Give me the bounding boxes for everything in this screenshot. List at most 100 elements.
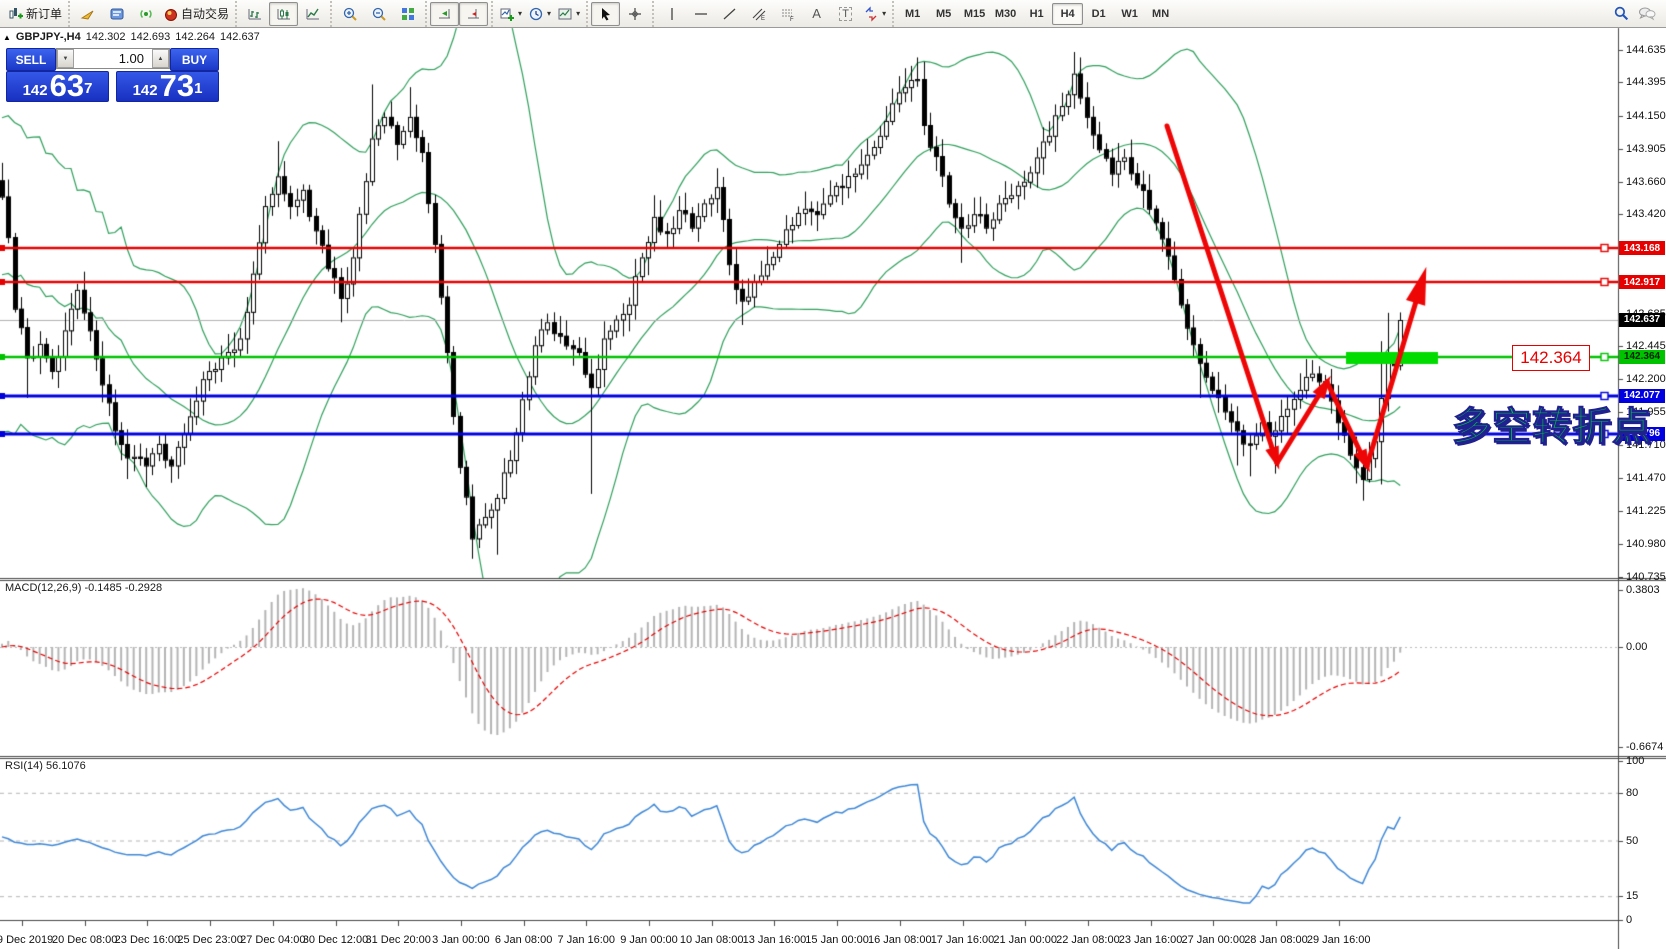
toolbar-group-order: 新订单 — [2, 1, 68, 27]
toolbar-group-insert: ▾ ▾ ▾ — [491, 0, 586, 27]
volume-increase-button[interactable]: ▲ — [152, 49, 169, 68]
signals-icon — [138, 6, 154, 22]
buy-button[interactable]: BUY — [170, 48, 219, 71]
price-tick-label: 143.905 — [1626, 142, 1666, 155]
indicators-icon — [499, 6, 515, 22]
auto-scroll-button[interactable] — [430, 1, 460, 26]
vertical-line-icon — [664, 6, 680, 22]
gold-cursor-button[interactable] — [73, 2, 102, 26]
price-tag-142.917: 142.917 — [1619, 275, 1665, 290]
symbol-header: ▲ GBPJPY-,H4 142.302 142.693 142.264 142… — [3, 31, 260, 43]
ohlc-close: 142.637 — [220, 31, 260, 43]
crosshair-button[interactable] — [620, 2, 649, 26]
sell-price-display[interactable]: 142 63 7 — [6, 70, 109, 102]
time-axis-label: 6 Jan 08:00 — [494, 934, 553, 946]
channel-icon: E — [751, 6, 767, 22]
horizontal-line-icon — [693, 6, 709, 22]
timeframe-m5-button[interactable]: M5 — [935, 7, 952, 20]
macd-pane-label: MACD(12,26,9) -0.1485 -0.2928 — [5, 582, 163, 594]
channel-button[interactable]: E — [744, 2, 773, 26]
timeframe-m1-button[interactable]: M1 — [904, 7, 921, 20]
horizontal-line-button[interactable] — [686, 2, 715, 26]
tile-windows-button[interactable] — [393, 2, 422, 26]
timeframe-m15-button[interactable]: M15 — [963, 7, 986, 20]
terminal-window-icon — [109, 6, 125, 22]
indicators-button[interactable]: ▾ — [496, 2, 525, 26]
rsi-tick-label: 0 — [1626, 914, 1633, 926]
sell-button[interactable]: SELL — [6, 48, 56, 71]
zoom-out-button[interactable] — [364, 2, 393, 26]
new-order-button[interactable]: 新订单 — [5, 2, 65, 26]
timeframe-mn-button[interactable]: MN — [1152, 7, 1170, 20]
price-callout-142364[interactable]: 142.364 — [1512, 345, 1590, 371]
toolbar-group-scroll — [425, 0, 491, 27]
ohlc-open: 142.302 — [85, 31, 126, 43]
bull-bear-turning-point-annotation[interactable]: 多空转折点 — [1451, 406, 1653, 450]
chart-menu-triangle-icon[interactable]: ▲ — [3, 32, 11, 42]
timeframe-h1-button[interactable]: H1 — [1029, 7, 1044, 20]
periods-button[interactable]: ▾ — [525, 2, 554, 26]
periods-clock-icon — [528, 6, 544, 22]
chart-shift-button[interactable] — [459, 1, 489, 26]
zoom-out-icon — [371, 6, 387, 22]
bar-chart-button[interactable] — [240, 2, 269, 26]
price-tick-label: 142.445 — [1626, 339, 1666, 352]
new-order-label: 新订单 — [26, 7, 63, 21]
timeframe-d1-button[interactable]: D1 — [1091, 7, 1106, 20]
price-tick-label: 140.980 — [1626, 537, 1666, 550]
sell-price-prefix: 142 — [22, 82, 48, 99]
text-button[interactable]: A — [802, 2, 831, 26]
templates-dropdown-arrow[interactable]: ▾ — [576, 9, 581, 18]
toolbar-group-zoom — [330, 0, 425, 27]
time-axis-label: 27 Dec 04:00 — [240, 934, 306, 946]
time-axis-label: 10 Jan 08:00 — [679, 934, 744, 946]
price-tag-142.077: 142.077 — [1619, 388, 1665, 403]
arrows-dropdown-arrow[interactable]: ▾ — [882, 9, 887, 18]
text-a-icon: A — [812, 6, 821, 21]
time-axis-label: 17 Jan 16:00 — [930, 934, 995, 946]
price-tick-label: 143.660 — [1626, 175, 1666, 188]
volume-value[interactable]: 1.00 — [118, 51, 144, 66]
cursor-button[interactable] — [591, 1, 621, 26]
time-axis-label: 7 Jan 16:00 — [557, 934, 616, 946]
arrows-icon — [863, 5, 879, 22]
price-tick-label: 143.420 — [1626, 208, 1666, 221]
price-tick-label: 144.635 — [1626, 44, 1666, 56]
toolbar-group-objects: E F A T ▾ — [652, 0, 892, 27]
macd-tick-label: 0.3803 — [1626, 584, 1660, 597]
rsi-tick-label: 50 — [1626, 834, 1639, 847]
trendline-button[interactable] — [715, 2, 744, 26]
buy-price-display[interactable]: 142 73 1 — [116, 70, 219, 102]
ohlc-low: 142.264 — [175, 31, 216, 43]
candlestick-chart-button[interactable] — [269, 1, 299, 26]
price-tag-141.796: 141.796 — [1619, 426, 1665, 441]
indicators-dropdown-arrow[interactable]: ▾ — [518, 9, 523, 18]
volume-decrease-button[interactable]: ▼ — [57, 49, 74, 68]
vertical-line-button[interactable] — [657, 2, 686, 26]
toolbar-group-charttype — [235, 0, 330, 27]
chat-icon[interactable] — [1638, 6, 1656, 22]
terminal-window-button[interactable] — [102, 2, 131, 26]
volume-input[interactable]: ▼ 1.00 ▲ — [56, 48, 170, 69]
price-tick-label: 141.955 — [1626, 406, 1666, 419]
signals-button[interactable] — [131, 2, 160, 26]
timeframe-h4-button[interactable]: H4 — [1052, 2, 1084, 25]
line-chart-button[interactable] — [298, 2, 327, 26]
buy-price-sup: 1 — [194, 80, 203, 97]
autotrading-button[interactable]: 自动交易 — [160, 2, 232, 26]
timeframe-m30-button[interactable]: M30 — [994, 7, 1017, 20]
price-tag-142.637: 142.637 — [1619, 312, 1665, 327]
templates-button[interactable]: ▾ — [554, 2, 583, 26]
text-label-button[interactable]: T — [831, 2, 860, 26]
autotrading-label: 自动交易 — [181, 7, 230, 21]
arrows-button[interactable]: ▾ — [860, 2, 889, 26]
zoom-in-button[interactable] — [335, 2, 364, 26]
tile-windows-icon — [400, 6, 416, 22]
periods-dropdown-arrow[interactable]: ▾ — [547, 9, 552, 18]
timeframe-w1-button[interactable]: W1 — [1121, 7, 1138, 20]
gold-cursor-icon — [80, 6, 96, 22]
search-icon[interactable] — [1613, 5, 1630, 22]
fibonacci-button[interactable]: F — [773, 2, 802, 26]
new-order-icon — [8, 6, 24, 22]
